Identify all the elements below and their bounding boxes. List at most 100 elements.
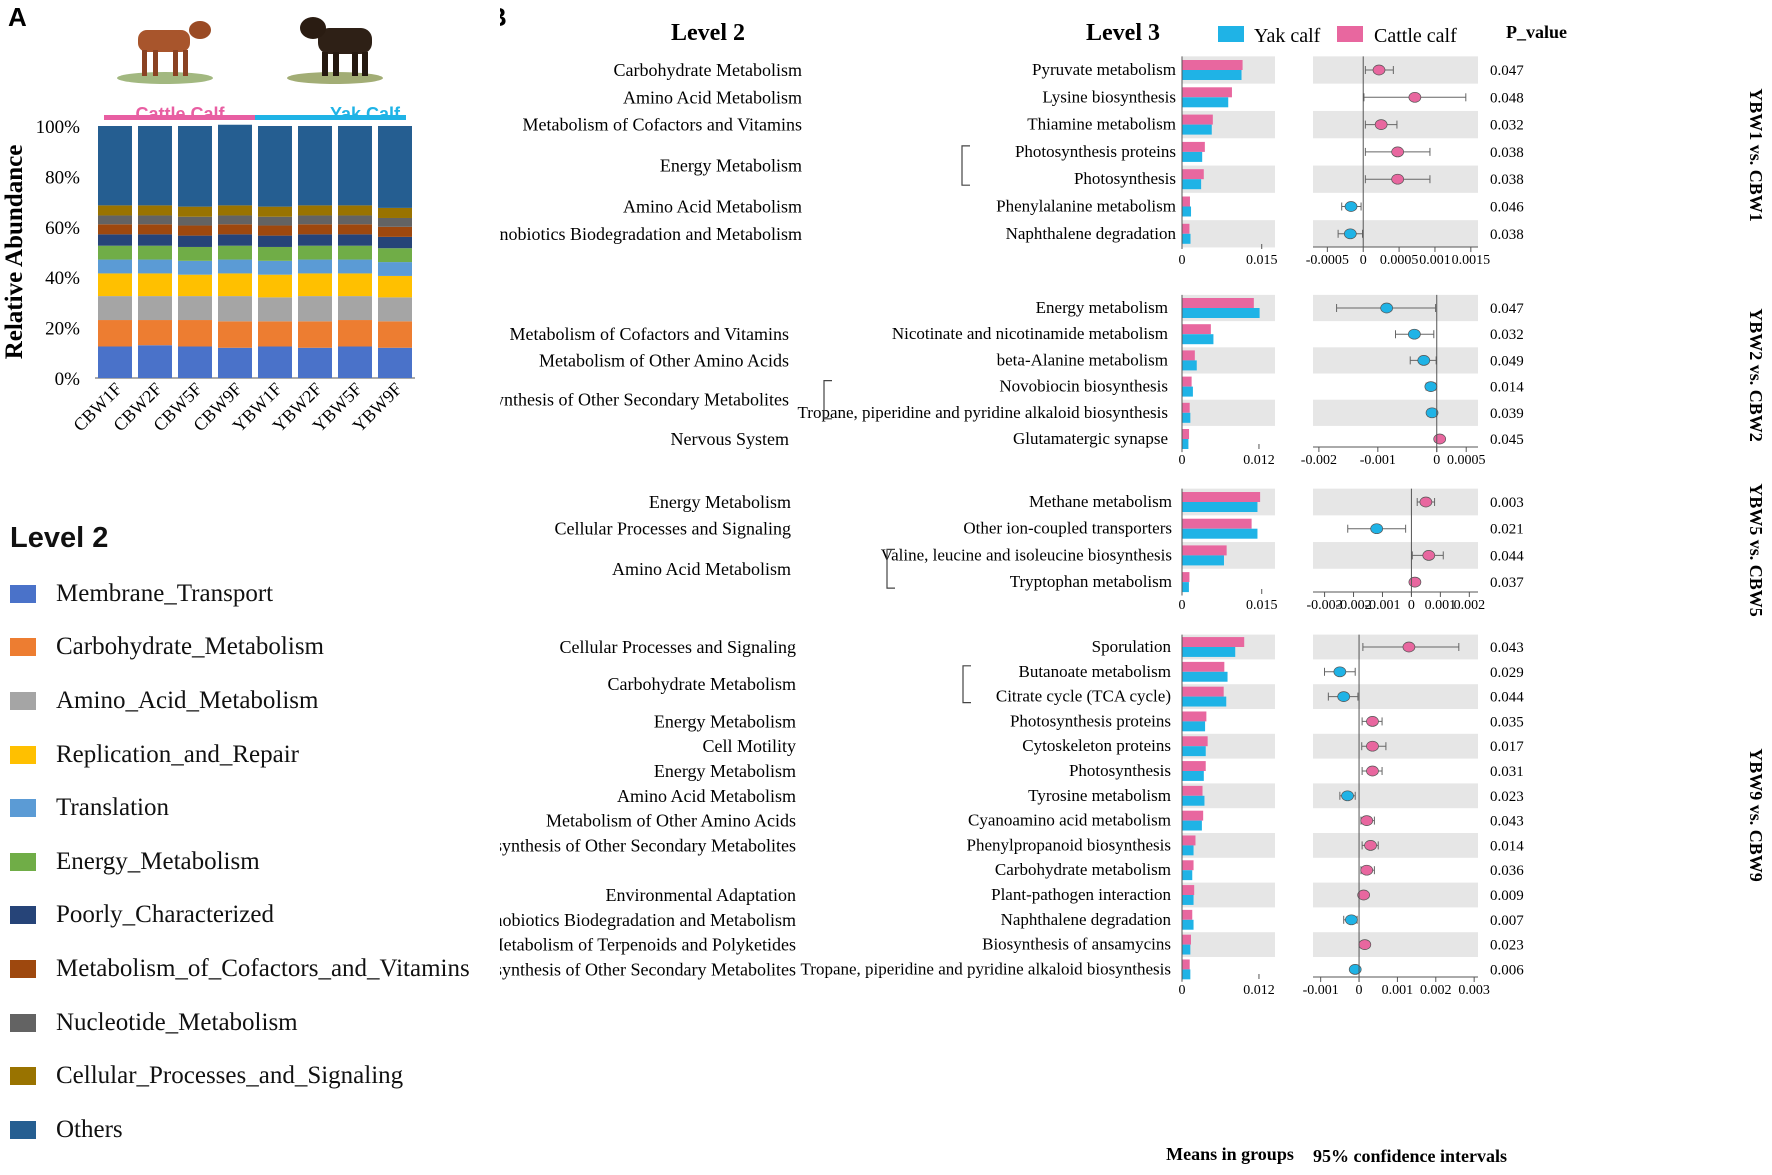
panel-label-a: A — [8, 2, 27, 32]
level2-label: Amino Acid Metabolism — [623, 197, 802, 217]
legend-label: Cellular_Processes_and_Signaling — [56, 1062, 404, 1090]
legend-cattle-label: Cattle calf — [1374, 25, 1457, 47]
legend-swatch — [10, 959, 36, 978]
bar-segment — [378, 275, 412, 298]
bar-segment — [178, 320, 212, 347]
bar-segment — [218, 259, 252, 274]
p-value: 0.036 — [1490, 863, 1524, 879]
yak-calf-icon — [287, 17, 383, 84]
bar-yak — [1182, 124, 1212, 135]
bar-segment — [338, 205, 372, 216]
legend-swatch — [10, 799, 36, 818]
bar-yak — [1182, 97, 1229, 108]
panel-label-b: B — [500, 2, 507, 32]
bar-segment — [338, 245, 372, 260]
means-tick-label: 0 — [1179, 983, 1186, 998]
legend-cattle-swatch — [1337, 26, 1363, 42]
bar-segment — [98, 259, 132, 274]
effect-point — [1422, 550, 1436, 561]
bar-segment — [98, 273, 132, 297]
p-value: 0.029 — [1490, 665, 1524, 681]
bar-segment — [258, 274, 292, 298]
comparison-panel: Sporulation 0.043 Butanoate metabolism 0.02… — [469, 634, 1766, 998]
ci-tick-label: 0.0005 — [1380, 253, 1419, 268]
effect-point — [1419, 496, 1433, 508]
level3-label: Naphthalene degradation — [1006, 224, 1177, 243]
group-bar-cattle — [104, 115, 255, 120]
bar-segment — [258, 225, 292, 236]
legend-swatch — [10, 906, 36, 925]
bar-segment — [138, 215, 172, 225]
bar-yak — [1182, 528, 1258, 539]
bar-cattle — [1182, 141, 1205, 152]
bar-cattle — [1182, 114, 1213, 125]
level3-label: Citrate cycle (TCA cycle) — [996, 687, 1171, 706]
bar-segment — [378, 297, 412, 322]
bar-segment — [98, 234, 132, 246]
level3-label: Tryptophan metabolism — [1010, 572, 1172, 591]
ci-tick-label: 0 — [1433, 453, 1440, 468]
bar-segment — [98, 215, 132, 225]
effect-point — [1341, 790, 1354, 802]
y-tick-label: 80% — [45, 167, 80, 188]
p-value: 0.038 — [1490, 145, 1524, 161]
level2-label: Nervous System — [671, 429, 790, 449]
level3-label: Glutamatergic synapse — [1013, 429, 1168, 448]
y-tick-label: 20% — [45, 319, 80, 340]
cattle-calf-icon — [117, 21, 213, 84]
ci-tick-label: -0.003 — [1306, 598, 1342, 613]
bar-segment — [98, 320, 132, 347]
bar-yak — [1182, 439, 1189, 449]
level3-label: Lysine biosynthesis — [1042, 87, 1176, 106]
bar-segment — [138, 259, 172, 274]
header-level3: Level 3 — [1086, 20, 1160, 46]
p-value: 0.035 — [1490, 714, 1524, 730]
bar-cattle — [1182, 711, 1207, 722]
bar-yak — [1182, 308, 1260, 318]
y-axis-label: Relative Abundance — [1, 145, 28, 360]
effect-point — [1366, 716, 1379, 727]
row-shade — [1182, 932, 1275, 957]
bar-segment — [178, 235, 212, 247]
bar-segment — [298, 224, 332, 235]
bar-yak — [1182, 969, 1191, 980]
legend-item: Membrane_Transport — [10, 567, 500, 621]
effect-point — [1357, 889, 1371, 901]
xlabel-ci: 95% confidence intervals — [1313, 1146, 1507, 1166]
effect-point — [1360, 815, 1374, 826]
row-shade — [1313, 733, 1478, 759]
bar-segment — [378, 236, 412, 249]
effect-point — [1366, 740, 1379, 752]
level3-label: Photosynthesis proteins — [1015, 142, 1176, 161]
comparison-panel: Methane metabolism 0.003 Other ion-coupled… — [555, 483, 1766, 617]
level2-bracket — [823, 380, 832, 420]
bar-segment — [378, 126, 412, 208]
legend-item: Carbohydrate_Metabolism — [10, 621, 500, 675]
level3-label: Valine, leucine and isoleucine biosynthe… — [881, 545, 1172, 564]
bar-cattle — [1182, 572, 1190, 583]
bar-segment — [98, 205, 132, 216]
ci-tick-label: 0.0015 — [1452, 253, 1491, 268]
bar-segment — [258, 321, 292, 347]
bar-segment — [258, 216, 292, 226]
ci-tick-label: 0 — [1360, 253, 1367, 268]
level2-label: Xenobiotics Biodegradation and Metabolis… — [500, 910, 796, 930]
row-shade — [1313, 833, 1478, 858]
panel-a: A Cattle Calf Yak Calf 0% 20% 40% 60% 80% 100… — [0, 0, 500, 1170]
legend-swatch — [10, 852, 36, 871]
bar-segment — [298, 215, 332, 225]
legend-label: Nucleotide_Metabolism — [56, 1008, 298, 1036]
bar-segment — [138, 273, 172, 297]
bar-segment — [178, 296, 212, 321]
p-value: 0.031 — [1490, 764, 1524, 780]
legend-item: Poorly_Characterized — [10, 889, 500, 943]
comparison-panel: Pyruvate metabolism 0.047 Lysine biosynthe… — [479, 56, 1766, 268]
level2-bracket — [961, 145, 970, 186]
level2-label: Carbohydrate Metabolism — [608, 674, 796, 694]
ci-tick-label: 0.002 — [1420, 983, 1452, 998]
bar-segment — [218, 296, 252, 322]
bar-segment — [258, 260, 292, 275]
bar-segment — [298, 273, 332, 297]
bar-segment — [338, 215, 372, 225]
bar-cattle — [1182, 761, 1206, 771]
